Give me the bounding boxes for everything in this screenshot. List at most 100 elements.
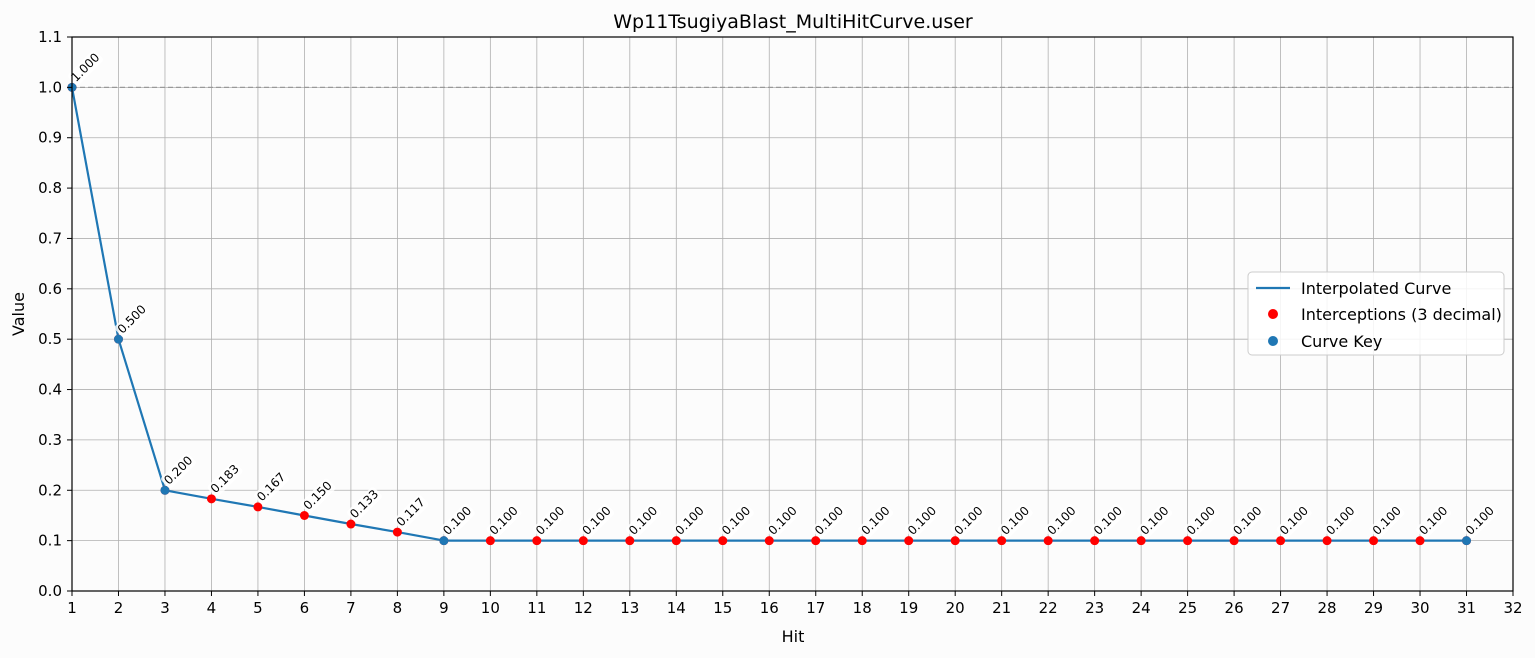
data-label: 0.100 [1091, 504, 1125, 538]
chart-title: Wp11TsugiyaBlast_MultiHitCurve.user [613, 11, 973, 33]
legend-label-interceptions: Interceptions (3 decimal) [1301, 305, 1502, 324]
data-label-background [1416, 503, 1452, 539]
data-label-group: 0.500 [114, 302, 150, 338]
data-label-group: 0.100 [765, 503, 801, 539]
x-tick-label: 3 [160, 599, 170, 617]
legend-label-curve: Interpolated Curve [1301, 279, 1451, 298]
data-label: 0.100 [440, 504, 474, 538]
data-label-background [439, 503, 475, 539]
x-tick-label: 31 [1457, 599, 1476, 617]
x-tick-label: 17 [806, 599, 825, 617]
y-tick-label: 0.5 [38, 330, 62, 348]
data-label-group: 0.100 [951, 503, 987, 539]
data-label: 0.100 [858, 504, 892, 538]
data-label: 0.100 [626, 504, 660, 538]
data-label-background [579, 503, 615, 539]
data-label: 0.100 [1137, 504, 1171, 538]
data-label-background [951, 503, 987, 539]
data-label-background [1369, 503, 1405, 539]
data-label: 0.200 [161, 453, 195, 487]
data-label: 0.100 [673, 504, 707, 538]
data-label-background [811, 503, 847, 539]
x-tick-label: 18 [853, 599, 872, 617]
interception-point [764, 536, 774, 546]
legend: Interpolated Curve Interceptions (3 deci… [1247, 271, 1505, 356]
x-tick-label: 25 [1178, 599, 1197, 617]
x-tick-label: 32 [1503, 599, 1522, 617]
data-label: 0.150 [301, 478, 335, 512]
interception-point [1183, 536, 1193, 546]
interception-point [346, 519, 356, 529]
data-label-background [765, 503, 801, 539]
interception-point [857, 536, 867, 546]
data-label-group: 0.100 [858, 504, 894, 539]
points-layer [67, 82, 1472, 546]
data-label-group: 0.150 [300, 478, 336, 514]
x-tick-label: 21 [992, 599, 1011, 617]
data-label-group: 0.100 [1183, 503, 1219, 539]
interception-point [1276, 536, 1286, 546]
data-label-group: 0.100 [1276, 504, 1312, 539]
data-label: 0.100 [1370, 504, 1404, 538]
interception-point [811, 536, 821, 546]
data-label: 0.100 [998, 504, 1032, 538]
x-tick-label: 19 [899, 599, 918, 617]
x-tick-label: 24 [1132, 599, 1151, 617]
data-label: 0.100 [905, 504, 939, 538]
curve-key-point [160, 485, 170, 495]
curve-key-point [1462, 536, 1472, 546]
data-label-background [207, 461, 243, 497]
data-label: 0.117 [394, 495, 428, 529]
interception-point [392, 527, 402, 537]
x-tick-label: 29 [1364, 599, 1383, 617]
data-label: 0.100 [580, 504, 614, 538]
x-tick-label: 26 [1225, 599, 1244, 617]
data-label: 0.100 [1463, 504, 1497, 538]
data-label: 0.183 [208, 462, 242, 496]
data-label: 0.133 [347, 487, 381, 521]
data-label: 0.167 [254, 470, 288, 504]
data-label: 0.100 [719, 504, 753, 538]
interception-point [206, 494, 216, 504]
x-tick-label: 2 [114, 599, 124, 617]
data-label-group: 0.100 [1323, 504, 1359, 539]
interception-point [625, 536, 635, 546]
data-label-group: 0.100 [718, 504, 754, 539]
interception-point [997, 536, 1007, 546]
x-axis: 1 2 3 4 5 6 7 8 9 10 11 12 13 14 15 16 17 18 19 20 21 22 23 24 2… [67, 591, 1523, 617]
data-label-group: 0.100 [1462, 504, 1498, 539]
legend-box [1247, 271, 1505, 356]
x-tick-label: 12 [574, 599, 593, 617]
x-tick-label: 14 [667, 599, 686, 617]
x-tick-label: 30 [1410, 599, 1429, 617]
y-tick-label: 0.7 [38, 229, 62, 247]
data-label: 1.000 [68, 50, 102, 84]
interception-point [950, 536, 960, 546]
y-tick-label: 0.2 [38, 481, 62, 499]
x-tick-label: 13 [620, 599, 639, 617]
data-label-background [300, 478, 336, 514]
legend-red-dot-icon [1268, 309, 1278, 319]
data-label-group: 0.100 [486, 504, 522, 539]
data-label-background [1230, 503, 1266, 539]
x-tick-label: 22 [1039, 599, 1058, 617]
data-label-group: 0.100 [904, 503, 940, 539]
x-tick-label: 28 [1318, 599, 1337, 617]
data-label-background [253, 469, 289, 505]
interception-point [718, 536, 728, 546]
y-axis-label: Value [9, 292, 28, 336]
data-label-background [1183, 503, 1219, 539]
y-tick-label: 0.9 [38, 129, 62, 147]
y-tick-label: 0.1 [38, 532, 62, 550]
data-label-background [672, 503, 708, 539]
data-label-background [904, 503, 940, 539]
data-label-group: 0.100 [579, 503, 615, 539]
interception-point [485, 536, 495, 546]
data-label: 0.100 [1323, 504, 1357, 538]
data-label-group: 0.100 [625, 504, 661, 539]
x-tick-label: 1 [67, 599, 77, 617]
data-label: 0.100 [1184, 504, 1218, 538]
interception-point [299, 510, 309, 520]
data-label: 0.100 [1230, 504, 1264, 538]
